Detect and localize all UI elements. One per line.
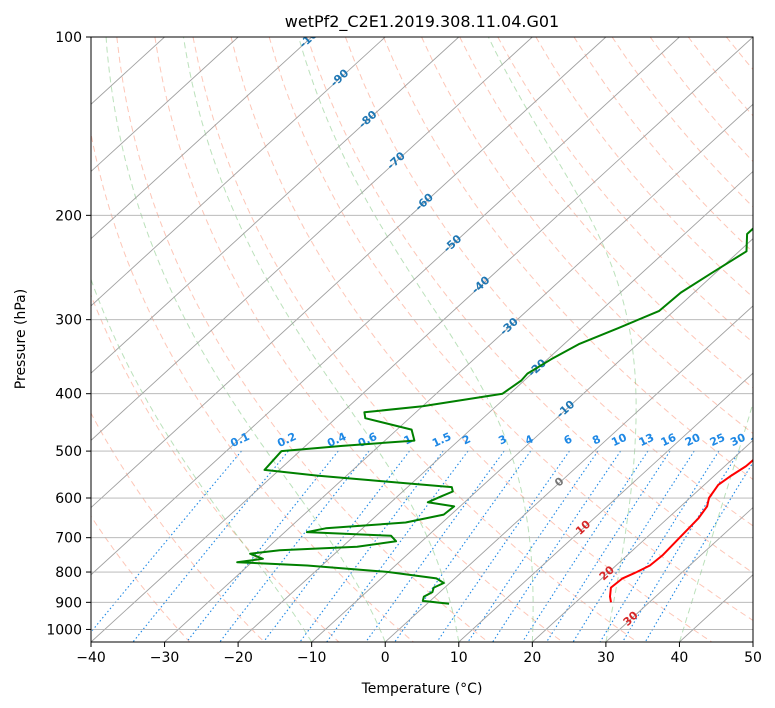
- moist-adiabat: [487, 37, 637, 642]
- x-tick-label: −30: [150, 650, 180, 666]
- temperature-line: [609, 458, 753, 603]
- y-axis: 100 200 300 400 500 600 700 800 900 1000: [46, 30, 91, 638]
- moist-adiabat: [678, 401, 753, 642]
- mixing-ratio-line: [299, 450, 444, 642]
- dry-adiabat: [116, 37, 489, 642]
- mixing-ratio-label: 13: [637, 431, 656, 449]
- dry-adiabat: [459, 37, 753, 389]
- y-tick-label: 500: [55, 444, 82, 460]
- chart-title: wetPf2_C2E1.2019.308.11.04.G01: [285, 12, 559, 32]
- mixing-ratio-line: [522, 450, 649, 642]
- mixing-ratio-line: [326, 450, 469, 642]
- isotherm-line: [91, 37, 460, 374]
- mixing-ratio-label: 25: [708, 431, 727, 449]
- moist-adiabat: [298, 37, 534, 642]
- mixing-ratio-label: 36: [749, 431, 769, 449]
- mixing-ratio-line: [436, 450, 570, 642]
- isotherm-line: [532, 439, 753, 642]
- dry-adiabat: [91, 293, 340, 642]
- y-tick-label: 1000: [46, 622, 82, 638]
- dry-adiabat: [154, 37, 563, 642]
- x-axis-label: Temperature (°C): [361, 681, 483, 697]
- x-tick-label: −20: [223, 650, 253, 666]
- y-tick-label: 400: [55, 387, 82, 403]
- y-tick-label: 200: [55, 208, 82, 224]
- isotherm-line: [237, 170, 753, 642]
- x-tick-label: 30: [597, 650, 615, 666]
- mixing-ratio-line: [219, 450, 370, 642]
- y-tick-label: 800: [55, 565, 82, 581]
- x-tick-label: 50: [744, 650, 762, 666]
- mixing-ratio-line: [599, 450, 720, 642]
- x-tick-label: 10: [450, 650, 468, 666]
- mixing-ratio-label: 10: [609, 431, 629, 449]
- mixing-ratio-line: [91, 450, 242, 633]
- x-tick-label: 20: [523, 650, 541, 666]
- x-tick-label: −40: [76, 650, 106, 666]
- isotherm-line: [91, 37, 753, 642]
- sounding-series: [236, 227, 753, 605]
- isotherm-line: [164, 103, 753, 642]
- dry-adiabat: [91, 412, 265, 642]
- dry-adiabat: [421, 37, 753, 435]
- moist-adiabat: [105, 37, 386, 642]
- dry-adiabat: [268, 37, 753, 622]
- moist-adiabat: [183, 37, 460, 642]
- mixing-ratio-line: [622, 450, 740, 642]
- isotherm-line: [311, 238, 753, 642]
- y-tick-label: 900: [55, 595, 82, 611]
- isotherm-line: [91, 37, 533, 441]
- isotherm-line: [91, 37, 386, 307]
- isotherm-line: [384, 305, 753, 642]
- x-tick-label: 40: [671, 650, 689, 666]
- y-axis-label: Pressure (hPa): [13, 289, 29, 389]
- dry-adiabat: [192, 37, 638, 642]
- isotherm-line: [91, 37, 607, 509]
- y-tick-label: 100: [55, 30, 82, 46]
- isotherm-line: [605, 506, 753, 642]
- mixing-ratio-label: 16: [659, 431, 679, 449]
- y-tick-label: 700: [55, 531, 82, 547]
- y-tick-label: 600: [55, 491, 82, 507]
- x-tick-label: 0: [381, 650, 390, 666]
- mixing-ratio-line: [186, 450, 339, 642]
- isotherm-line: [91, 37, 239, 173]
- dewpoint-line: [236, 227, 753, 605]
- mixing-ratio-label: 20: [683, 431, 703, 449]
- isotherm-line: [91, 37, 312, 240]
- grid-lines: [91, 37, 753, 642]
- mixing-ratio-label: 30: [728, 431, 748, 449]
- y-tick-label: 300: [55, 313, 82, 329]
- plot-frame: [90, 36, 754, 643]
- mixing-ratio-line: [467, 450, 599, 642]
- x-axis: −40 −30 −20 −10 0 10 20 30 40 50: [76, 642, 762, 666]
- isotherm-line: [91, 37, 680, 576]
- isotherm-line: [458, 372, 753, 642]
- x-tick-label: −10: [297, 650, 327, 666]
